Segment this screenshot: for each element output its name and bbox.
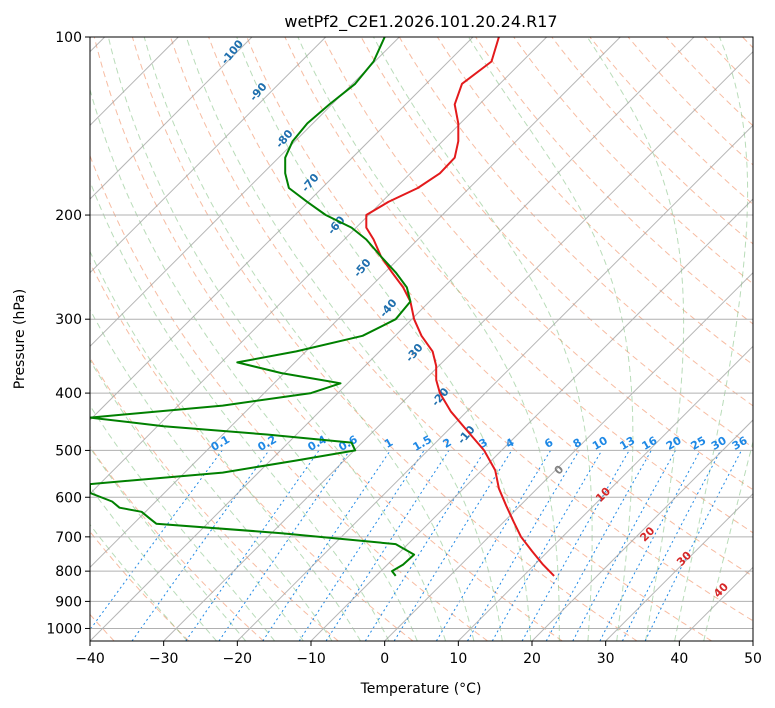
moist-adiabat-line [90, 308, 333, 641]
chart-title: wetPf2_C2E1.2026.101.20.24.R17 [284, 12, 557, 32]
isotherm-line [163, 50, 753, 641]
y-tick-label: 400 [55, 386, 82, 402]
x-tick-label: 30 [597, 651, 615, 667]
moist-adiabat-line [90, 404, 275, 641]
x-tick-label: −10 [296, 651, 326, 667]
moist-adiabat-line [143, 37, 475, 641]
dry-adiabat-line [513, 37, 753, 285]
temperature-profile-line [365, 37, 555, 577]
sounding-series [90, 37, 555, 577]
isotherm-line [531, 419, 753, 641]
isotherm-line [236, 124, 753, 641]
moist-adiabat-line [185, 37, 503, 641]
x-tick-label: 0 [380, 651, 389, 667]
x-tick-label: −40 [75, 651, 105, 667]
mixing-ratio-line [298, 450, 425, 641]
mixing-ratio-line [572, 450, 676, 641]
x-tick-label: 20 [523, 651, 541, 667]
isotherm-line [384, 271, 753, 641]
dry-adiabat-line [90, 261, 414, 641]
x-tick-label: 40 [670, 651, 688, 667]
moist-adiabat-line [90, 87, 418, 641]
moist-adiabat-line [703, 439, 753, 641]
dry-adiabat-line [322, 37, 753, 491]
plot-frame [89, 36, 754, 642]
y-tick-label: 300 [55, 312, 82, 328]
isotherm-line [310, 198, 753, 641]
moist-adiabat-line [90, 180, 390, 641]
isotherm-line [90, 37, 695, 641]
plot-area [90, 37, 753, 641]
moist-adiabat-line [90, 523, 188, 641]
isotherm-line [90, 37, 621, 569]
moist-adiabat-line [586, 37, 685, 641]
isotherm-line [457, 345, 753, 641]
dry-adiabat-line [284, 37, 753, 534]
x-tick-label: −30 [149, 651, 179, 667]
moist-adiabat-line [90, 359, 304, 641]
mixing-ratio-line [521, 450, 630, 641]
mixing-ratio-line [491, 450, 603, 641]
dry-adiabat-line [90, 445, 264, 641]
pressure-gridlines [90, 37, 753, 629]
x-tick-label: 50 [744, 651, 762, 667]
x-tick-label: 10 [449, 651, 467, 667]
y-tick-label: 1000 [46, 621, 82, 637]
moist-adiabat-line [373, 37, 593, 641]
axis-ticks: −40 −30 −20 −10 0 10 20 30 40 50 100 200 300 400 500 60… [46, 30, 762, 667]
mixing-ratio-line [393, 450, 513, 641]
moist-adiabat-line [468, 37, 634, 641]
y-tick-label: 700 [55, 530, 82, 546]
moist-adiabat-line [90, 446, 247, 641]
isotherms [90, 37, 753, 641]
moist-adiabat-line [107, 37, 446, 641]
dewpoint-profile-line [90, 37, 416, 577]
y-tick-label: 200 [55, 208, 82, 224]
moist-adiabat-line [90, 486, 217, 641]
x-tick-label: −20 [223, 651, 253, 667]
dry-adiabat-line [475, 37, 753, 325]
isotherm-line [605, 492, 753, 641]
isotherm-line [90, 37, 327, 274]
y-axis-title: Pressure (hPa) [12, 289, 28, 389]
mixing-ratio-line [325, 450, 450, 641]
y-tick-label: 600 [55, 490, 82, 506]
dry-adiabats [90, 37, 753, 641]
mixing-ratio-line [599, 450, 701, 641]
y-tick-label: 800 [55, 564, 82, 580]
moist-adiabats [90, 37, 753, 641]
isotherm-line [90, 37, 253, 200]
mixing-ratio-line [467, 450, 580, 641]
dry-adiabat-line [93, 37, 563, 641]
moist-adiabat-line [674, 37, 749, 641]
dry-adiabat-line [208, 37, 753, 622]
x-axis-title: Temperature (°C) [360, 681, 482, 697]
dry-adiabat-line [131, 37, 638, 641]
mixing-ratio-line [621, 450, 722, 641]
y-tick-label: 500 [55, 443, 82, 459]
dry-adiabat-line [246, 37, 753, 577]
dry-adiabat-line [170, 37, 712, 641]
mixing-ratio-line [435, 450, 552, 641]
mixing-ratio-line [545, 450, 652, 641]
isotherm-line [90, 37, 400, 348]
y-tick-label: 900 [55, 594, 82, 610]
mixing-ratio-line [364, 450, 486, 641]
mixing-ratio-line [90, 450, 223, 631]
isotherm-line [90, 37, 474, 421]
isotherm-line [90, 37, 548, 495]
y-tick-label: 100 [55, 30, 82, 46]
